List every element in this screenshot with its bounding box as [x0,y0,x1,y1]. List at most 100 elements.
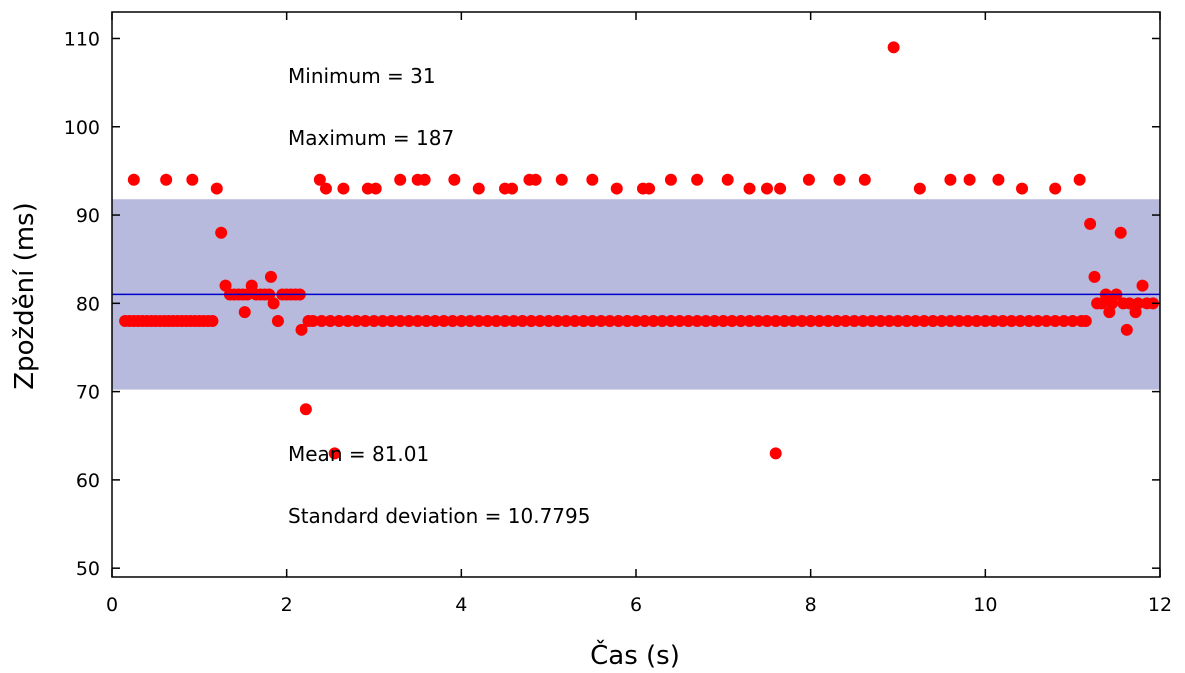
data-point [926,314,939,327]
data-point [315,314,328,327]
data-point [752,314,765,327]
data-point [1057,314,1070,327]
data-point [1088,270,1101,283]
data-point [887,41,900,54]
data-point [1014,314,1027,327]
data-point [953,314,966,327]
data-points [119,41,1160,460]
data-point [394,314,407,327]
axis-ticks: 0 2 4 6 8 10 12 50 60 70 80 90 100 110 [64,12,1172,616]
data-point [857,314,870,327]
x-tick-label: 0 [106,594,118,616]
data-point [505,182,518,195]
data-point [1079,314,1092,327]
data-point [1136,279,1149,292]
data-point [271,314,284,327]
data-point [186,173,199,186]
data-point [883,314,896,327]
data-point [385,314,398,327]
data-point [267,297,280,310]
data-point [455,314,468,327]
data-point [848,314,861,327]
data-point [429,314,442,327]
data-point [673,314,686,327]
data-point [490,314,503,327]
data-point [324,314,337,327]
data-point [1066,314,1079,327]
data-point [795,314,808,327]
data-point [638,314,651,327]
data-point [621,314,634,327]
y-tick-label: 90 [76,205,100,227]
data-point [127,173,140,186]
x-tick-label: 12 [1148,594,1172,616]
data-point [774,182,787,195]
data-point [376,314,389,327]
data-point [206,314,219,327]
data-point [446,314,459,327]
data-point [865,314,878,327]
data-point [839,314,852,327]
data-point [368,314,380,327]
data-point [1040,314,1053,327]
data-point [313,173,326,186]
data-point [874,314,887,327]
data-point [1049,182,1062,195]
y-axis-title: Zpoždění (ms) [10,202,40,390]
data-point [682,314,695,327]
data-point [979,314,992,327]
data-point [734,314,747,327]
data-point [568,314,581,327]
data-point [721,173,734,186]
data-point [708,314,721,327]
data-point [264,270,277,283]
data-point [804,314,817,327]
data-point [858,173,871,186]
data-point [963,173,976,186]
data-point [944,173,957,186]
data-point [210,182,223,195]
annotation-maximum: Maximum = 187 [288,126,454,150]
data-point [1114,226,1127,239]
data-point [533,314,546,327]
data-point [610,182,623,195]
data-point [551,314,564,327]
data-point [664,314,677,327]
data-point [656,314,669,327]
data-point [160,173,173,186]
data-point [1123,297,1136,310]
data-point [822,314,835,327]
data-point [319,182,332,195]
data-point [900,314,913,327]
annotation-minimum: Minimum = 31 [288,64,436,88]
data-point [333,314,346,327]
data-point [918,314,931,327]
data-point [1073,173,1086,186]
data-point [630,314,642,327]
data-point [437,314,450,327]
y-tick-label: 100 [64,117,100,139]
data-point [472,314,485,327]
data-point [769,447,782,460]
data-point [577,314,590,327]
data-point [691,173,704,186]
data-point [813,314,826,327]
data-point [402,314,415,327]
x-tick-label: 6 [630,594,642,616]
annotation-std-deviation: Standard deviation = 10.7795 [288,504,590,528]
x-tick-label: 4 [455,594,467,616]
data-point [761,182,773,195]
data-point [481,314,494,327]
data-point [664,173,677,186]
data-point [833,173,846,186]
data-point [892,314,904,327]
data-point [1005,314,1018,327]
y-tick-label: 110 [64,28,100,50]
x-tick-label: 2 [281,594,293,616]
data-point [1023,314,1035,327]
data-point [761,314,773,327]
data-point [555,173,568,186]
data-point [328,447,341,460]
data-point [295,323,308,336]
data-point [944,314,957,327]
